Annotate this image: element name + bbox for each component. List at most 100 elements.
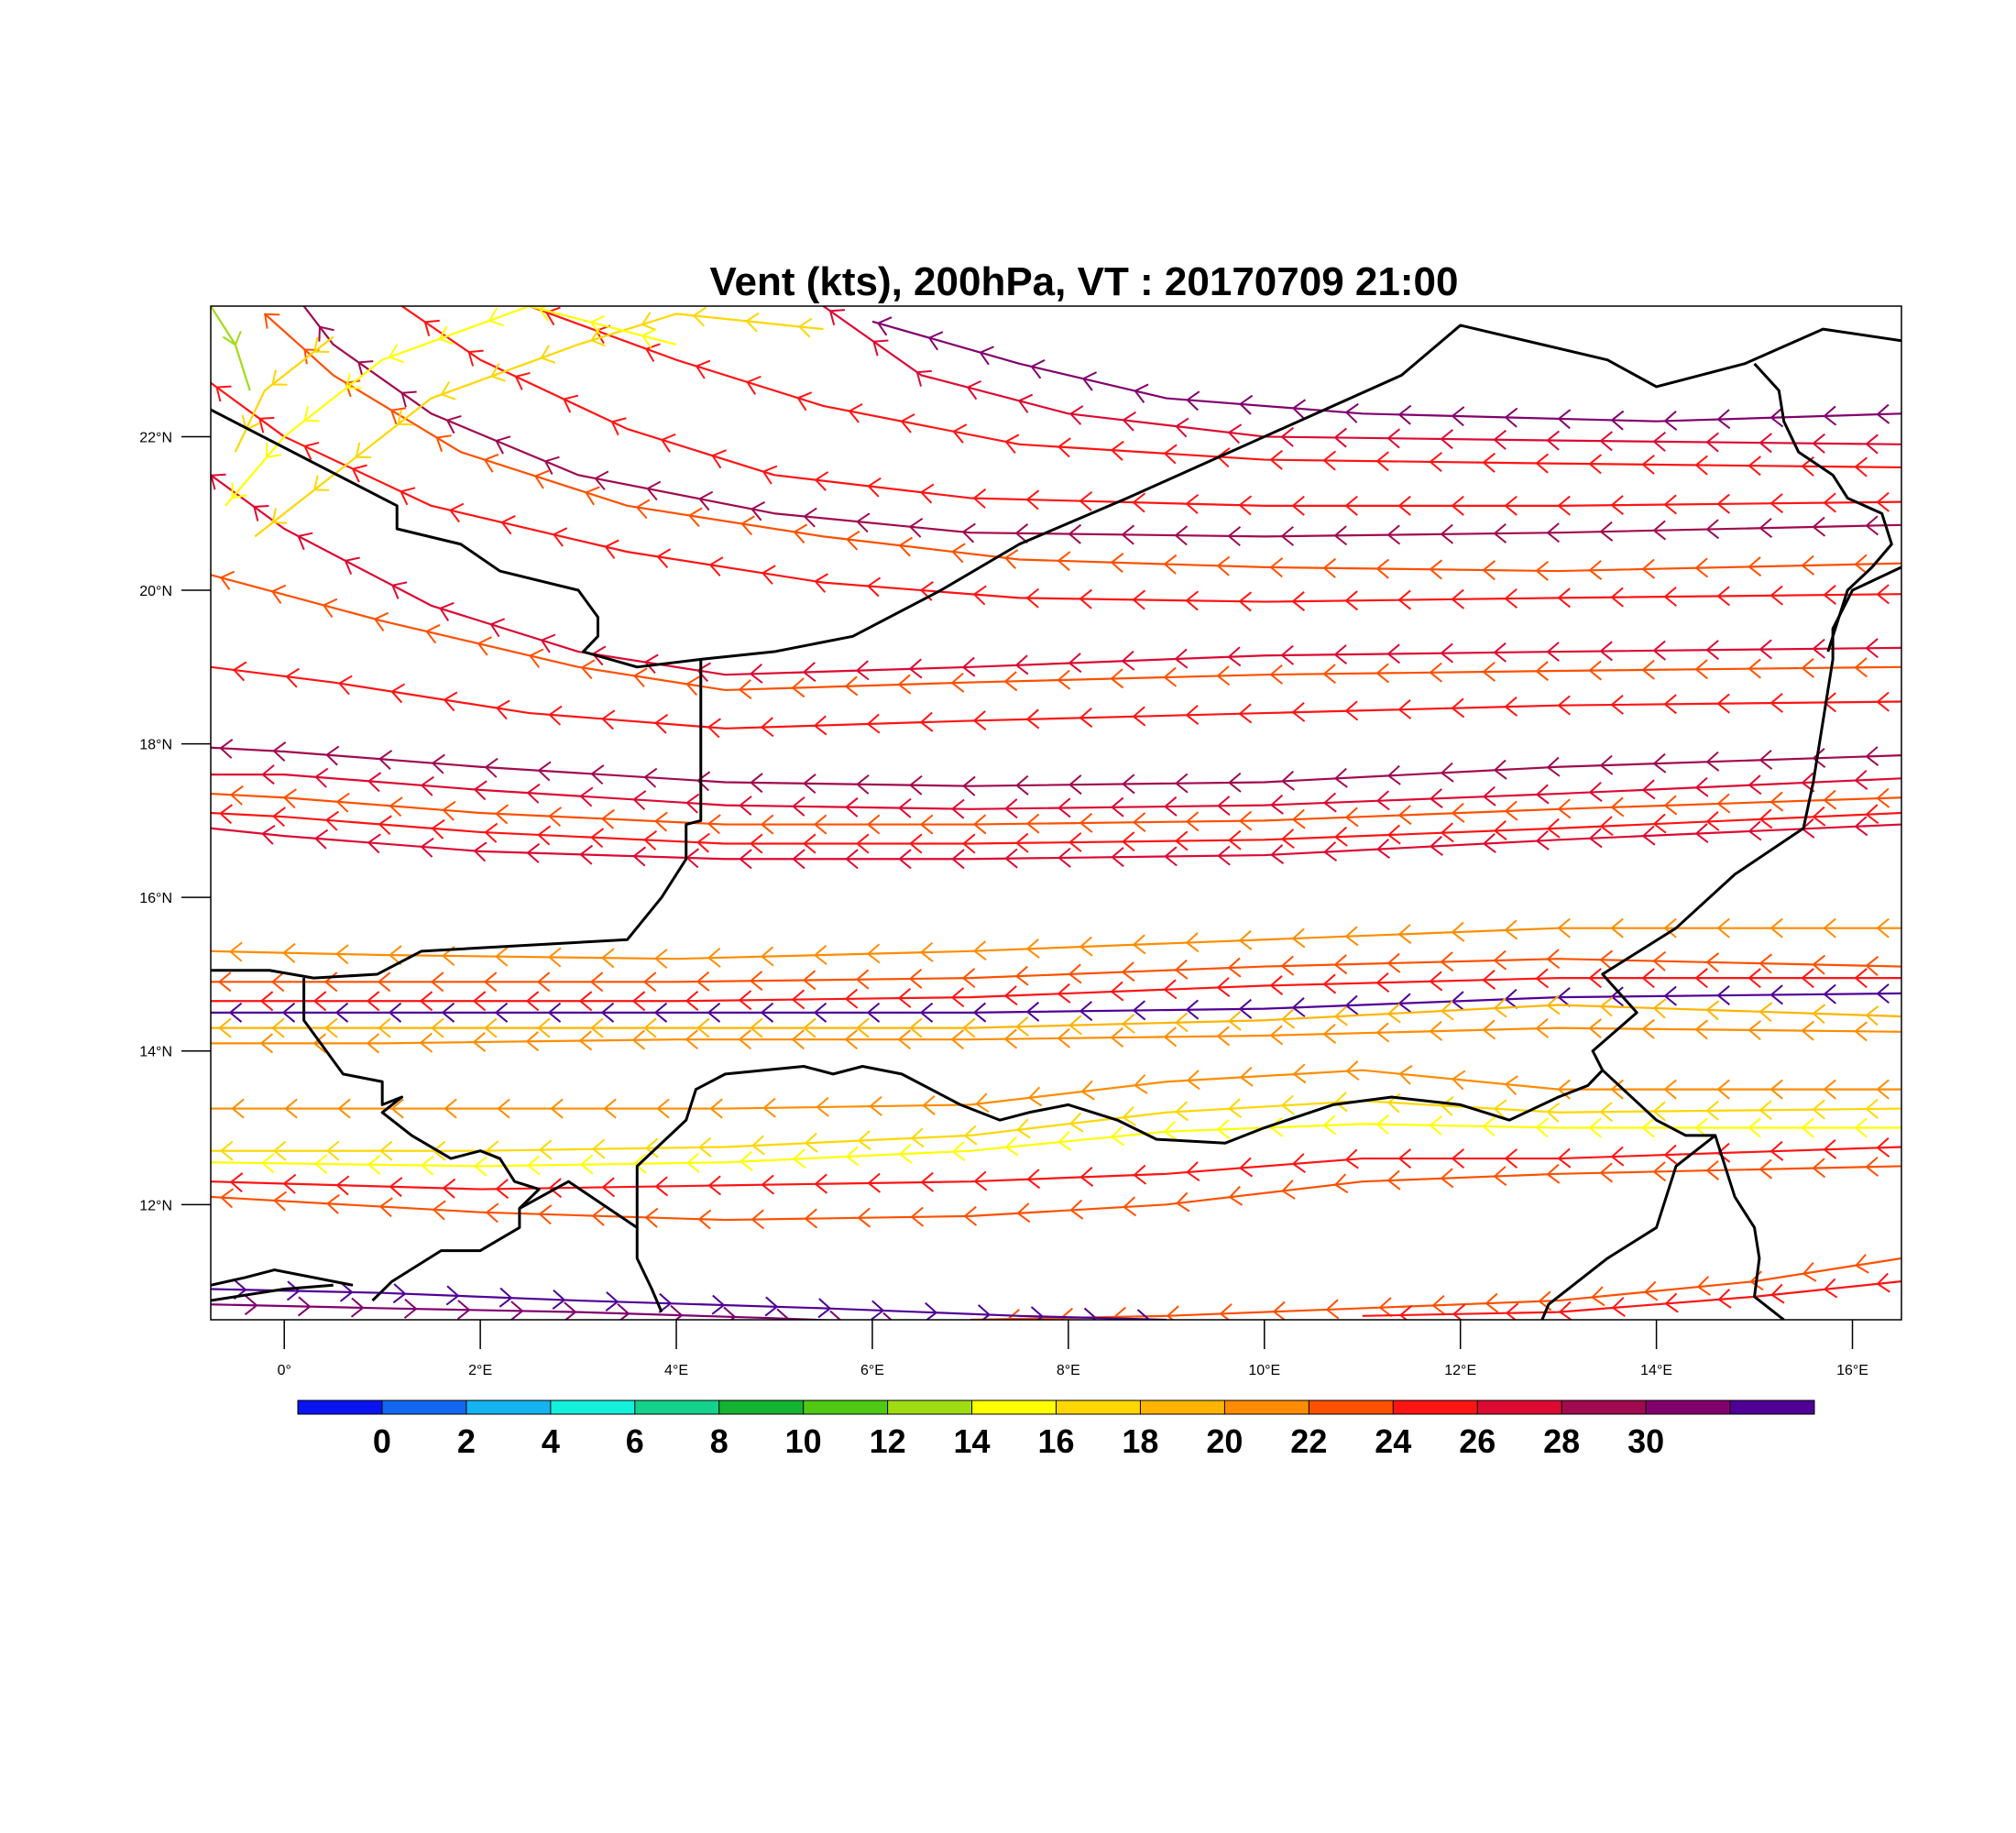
wind-chevron [750, 500, 766, 521]
border-line [1591, 565, 1901, 1071]
wind-chevron [739, 1150, 753, 1171]
streamline-path [302, 306, 1901, 538]
wind-chevron [804, 1208, 818, 1229]
wind-chevron [281, 1002, 296, 1023]
wind-chevron [537, 1017, 551, 1038]
wind-chevron [605, 1291, 619, 1312]
streamline [211, 1295, 893, 1320]
colorbar-swatch [634, 1400, 720, 1414]
streamline [529, 306, 1901, 477]
wind-chevron [1025, 1001, 1040, 1022]
wind-chevron [1057, 1027, 1071, 1048]
wind-chevron [685, 675, 700, 697]
wind-chevron [285, 667, 300, 688]
wind-chevron [1652, 752, 1667, 774]
wind-chevron [1854, 456, 1868, 477]
wind-chevron [855, 660, 870, 681]
wind-chevron [392, 1283, 407, 1304]
wind-chevron [440, 381, 456, 401]
wind-chevron [1694, 659, 1708, 680]
wind-chevron [1238, 998, 1253, 1019]
wind-chevron [1482, 970, 1496, 990]
lon-tick-label: 2°E [468, 1363, 492, 1378]
wind-chevron [1641, 968, 1655, 989]
wind-chevron [1269, 794, 1284, 815]
wind-chevron [548, 807, 562, 828]
wind-chevron [578, 991, 593, 1012]
lat-tick-label: 22°N [139, 430, 172, 445]
wind-chevron [1386, 428, 1401, 449]
wind-chevron [920, 1171, 935, 1192]
wind-chevron [1504, 495, 1517, 516]
wind-chevron [897, 674, 912, 695]
wind-chevron [272, 741, 287, 762]
wind-chevron [1163, 1120, 1178, 1141]
lon-tick-label: 10°E [1248, 1363, 1280, 1378]
wind-chevron [388, 344, 404, 364]
wind-chevron [950, 987, 965, 1008]
colorbar-label: 8 [710, 1422, 729, 1460]
wind-chevron [1769, 692, 1783, 713]
wind-chevron [397, 409, 413, 426]
wind-chevron [872, 339, 889, 357]
wind-chevron [1333, 525, 1348, 546]
wind-chevron [1865, 638, 1879, 659]
wind-chevron [1227, 829, 1242, 851]
wind-chevron [1440, 951, 1454, 972]
wind-chevron [692, 306, 707, 327]
wind-chevron [1759, 1158, 1773, 1180]
wind-chevron [867, 477, 882, 498]
wind-chevron [1652, 1161, 1667, 1182]
wind-chevron [707, 948, 721, 968]
colorbar-swatch [1646, 1400, 1731, 1414]
wind-chevron [1801, 657, 1814, 678]
wind-chevron [857, 1207, 871, 1228]
wind-chevron [1854, 770, 1868, 790]
wind-chevron [601, 1177, 616, 1198]
colorbar-frame [297, 1399, 1815, 1415]
wind-chevron [1599, 816, 1614, 837]
wind-chevron [1440, 642, 1454, 664]
wind-chevron [215, 385, 232, 402]
streamline [211, 473, 1901, 684]
wind-chevron [579, 1154, 594, 1175]
wind-chevron [388, 945, 402, 966]
wind-chevron [325, 745, 340, 766]
wind-chevron [222, 331, 242, 346]
wind-chevron [1397, 589, 1412, 610]
wind-chevron [696, 662, 711, 683]
wind-chevron [866, 814, 881, 835]
wind-chevron [978, 1304, 992, 1320]
wind-chevron [1079, 812, 1093, 833]
wind-chevron [1546, 994, 1561, 1015]
wind-chevron [791, 677, 805, 698]
streamline [211, 1279, 1167, 1320]
wind-chevron [642, 971, 657, 993]
wind-chevron [1493, 997, 1507, 1018]
wind-chevron [590, 1017, 604, 1038]
wind-chevron [1110, 1125, 1125, 1147]
wind-chevron [1228, 1185, 1244, 1206]
wind-chevron [448, 502, 465, 523]
wind-chevron [1705, 519, 1720, 540]
wind-chevron [1386, 764, 1401, 785]
wind-chevron [591, 1205, 606, 1226]
border-line [211, 324, 1901, 669]
wind-chevron [1322, 792, 1337, 813]
wind-chevron [337, 675, 353, 696]
lat-tick-label: 20°N [139, 584, 172, 599]
wind-chevron [897, 1029, 912, 1050]
colorbar-swatch [1309, 1400, 1394, 1414]
wind-chevron [646, 480, 662, 501]
wind-chevron [1546, 1163, 1561, 1184]
wind-chevron [1823, 692, 1836, 713]
streamline-path [211, 574, 1901, 692]
wind-chevron [802, 662, 816, 683]
wind-chevron [1185, 932, 1200, 953]
wind-chevron [707, 718, 721, 739]
wind-chevron [538, 1139, 553, 1160]
wind-chevron [951, 849, 965, 870]
wind-chevron [1397, 993, 1412, 1014]
wind-chevron [963, 1205, 978, 1226]
wind-chevron [443, 691, 458, 712]
